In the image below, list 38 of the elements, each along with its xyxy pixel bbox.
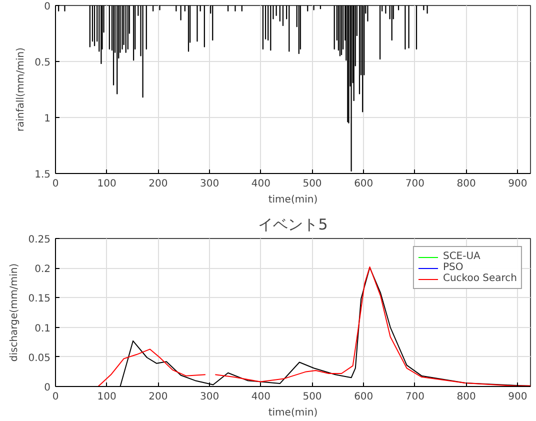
y-tick-label: 0.1 [34, 323, 51, 334]
x-tick-label: 400 [251, 392, 270, 402]
legend-label: Cuckoo Search [442, 273, 517, 284]
x-tick-label: 0 [52, 178, 59, 190]
x-tick-label: 700 [405, 178, 425, 190]
chart-title: イベント5 [258, 216, 328, 234]
x-tick-label: 600 [354, 392, 374, 402]
y-axis-title: discharge(mm/min) [9, 263, 20, 362]
x-tick-label: 900 [508, 178, 528, 190]
x-axis-title: time(min) [268, 408, 318, 418]
y-tick-label: 0.2 [34, 264, 51, 276]
x-tick-label: 100 [97, 392, 116, 402]
y-axis-title: rainfall(mm/min) [16, 47, 27, 132]
y-tick-label: 1.5 [34, 170, 51, 180]
y-tick-label: 0.05 [28, 352, 50, 364]
x-tick-label: 300 [200, 392, 220, 402]
x-tick-label: 500 [302, 392, 322, 402]
x-tick-label: 300 [200, 178, 220, 190]
x-tick-label: 800 [456, 392, 476, 402]
x-axis-title: time(min) [268, 194, 318, 206]
y-tick-label: 0.5 [34, 58, 51, 68]
y-tick-label: 1 [44, 114, 51, 124]
x-tick-label: 700 [405, 392, 425, 402]
y-tick-label: 0.25 [28, 234, 50, 246]
legend-label: PSO [442, 262, 464, 273]
x-tick-label: 100 [97, 178, 116, 190]
x-tick-label: 900 [508, 392, 528, 402]
x-tick-label: 400 [251, 178, 270, 190]
legend-label: SCE-UA [442, 251, 480, 262]
x-tick-label: 500 [302, 178, 322, 190]
y-tick-label: 0.15 [28, 294, 50, 305]
y-tick-label: 0 [44, 2, 51, 12]
x-tick-label: 200 [148, 392, 168, 402]
x-tick-label: 0 [52, 392, 59, 402]
y-tick-label: 0 [44, 382, 51, 394]
x-tick-label: 600 [354, 178, 374, 190]
x-tick-label: 200 [148, 178, 168, 190]
x-tick-label: 800 [456, 178, 476, 190]
